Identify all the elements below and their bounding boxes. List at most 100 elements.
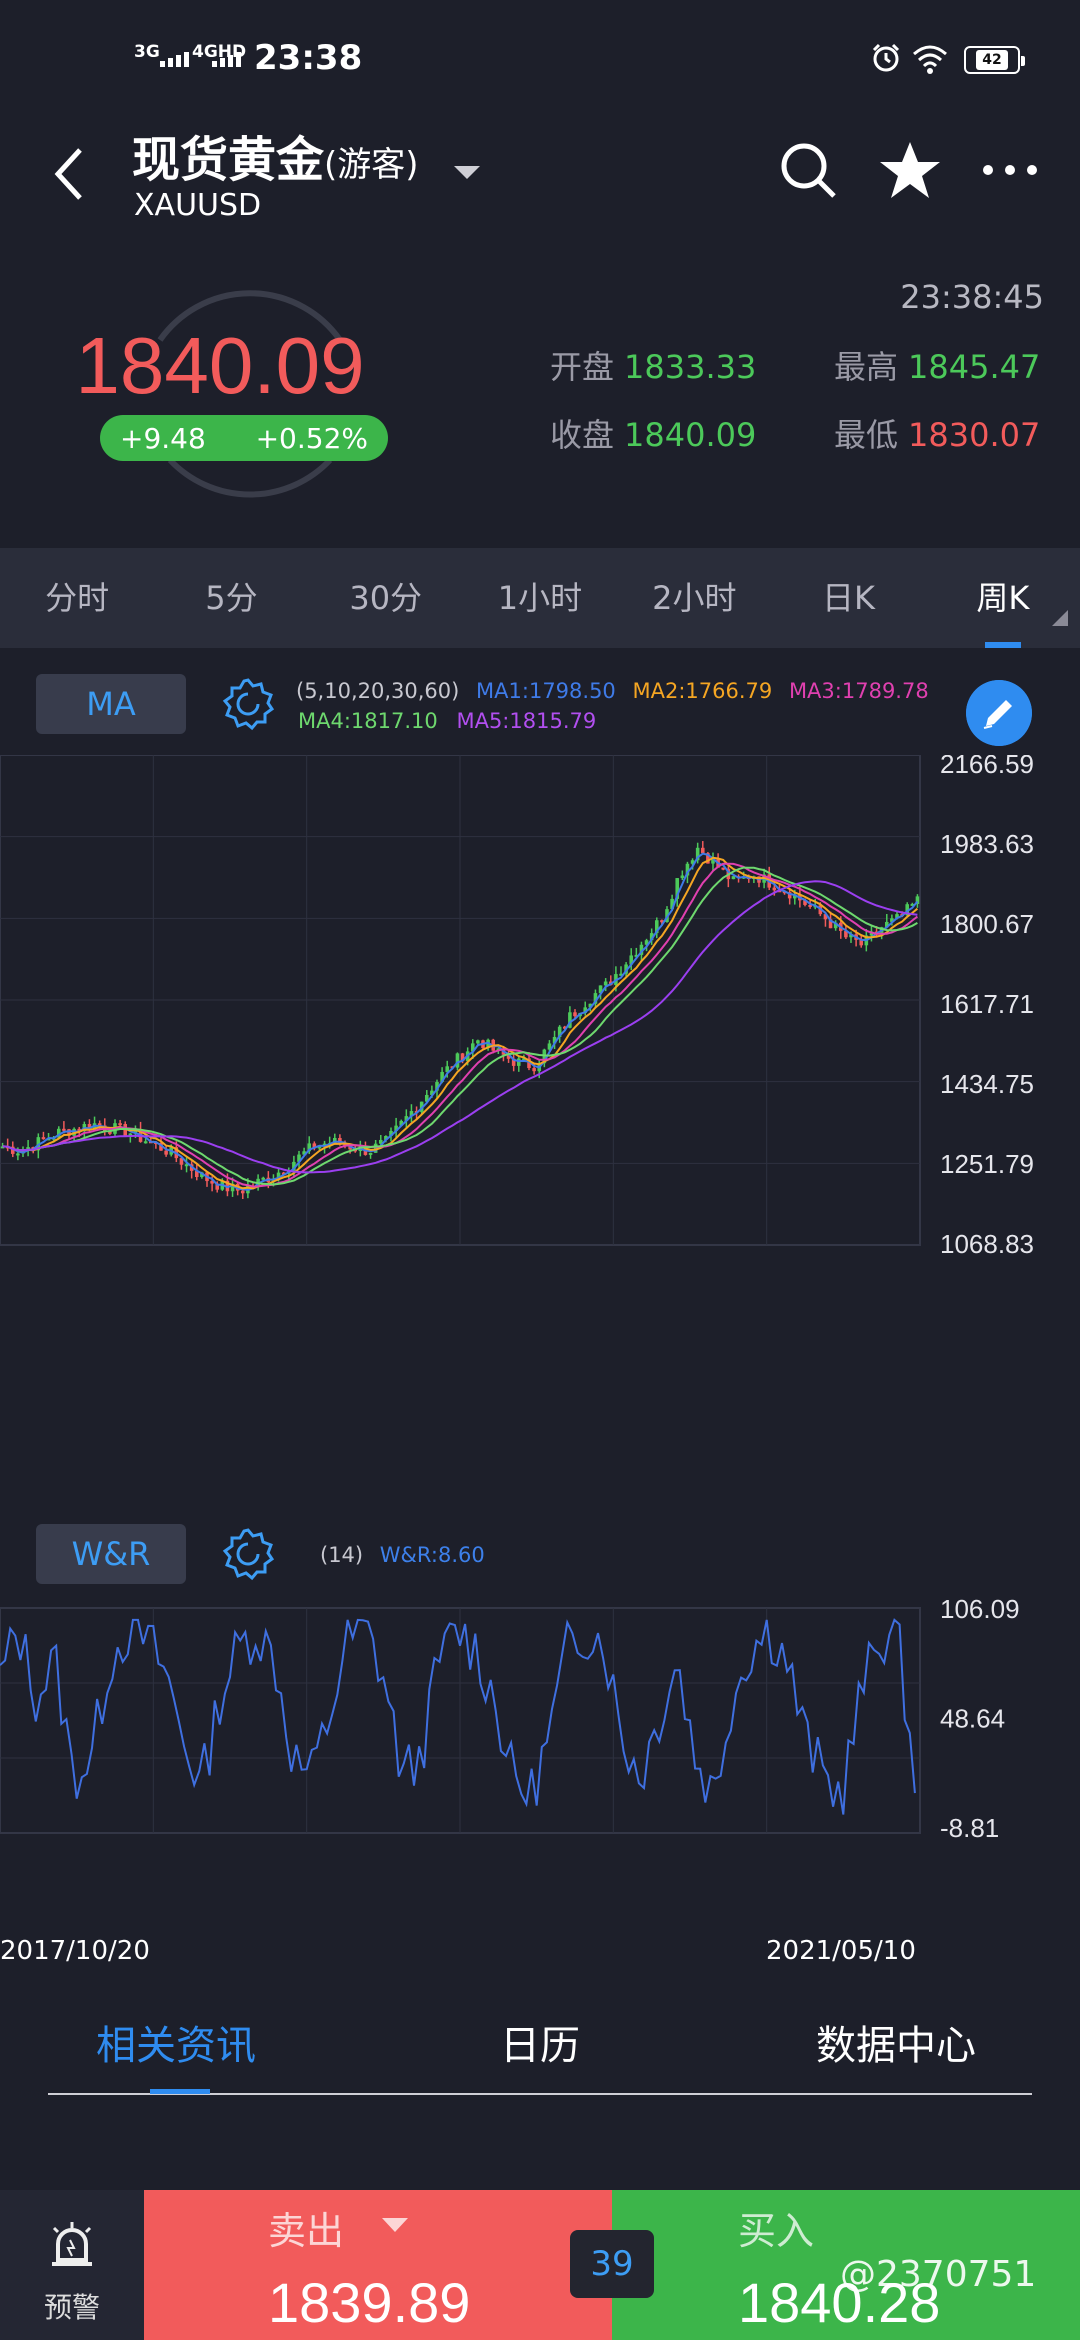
tab-timeshare[interactable]: 分时 [45, 579, 110, 617]
news-tabs: 相关资讯 日历 数据中心 [0, 1985, 1080, 2095]
candle-body [317, 1145, 322, 1149]
tab-related-news[interactable]: 相关资讯 [96, 2023, 256, 2069]
clock: 23:38 [254, 38, 363, 78]
candle-body [573, 1012, 577, 1017]
signal-icon [160, 52, 189, 67]
candle-body [445, 1066, 450, 1072]
tab-daily[interactable]: 日K [822, 579, 876, 617]
close-item: 收盘 1840.09 [550, 410, 756, 456]
edit-pencil-icon[interactable] [966, 680, 1032, 746]
instrument-title[interactable]: 现货黄金(游客) [132, 120, 419, 190]
high-value: 1845.47 [908, 348, 1041, 386]
settings-gear-icon[interactable] [220, 676, 276, 732]
candle-body [808, 904, 812, 907]
candle-body [230, 1183, 235, 1192]
candle-body [159, 1142, 163, 1151]
candle-body [97, 1123, 102, 1126]
tab-underline [150, 2089, 210, 2094]
price-tick-label: 1983.63 [940, 829, 1034, 859]
candle-body [404, 1116, 409, 1121]
more-icon[interactable] [978, 138, 1042, 202]
star-icon[interactable] [878, 138, 942, 202]
open-label: 开盘 [550, 348, 615, 386]
instrument-symbol: XAUUSD [134, 188, 262, 223]
candle-body [654, 920, 659, 934]
chevron-down-icon[interactable] [452, 162, 482, 182]
candle-body [634, 954, 639, 957]
price-ring [157, 290, 343, 498]
candle-body [460, 1053, 465, 1062]
candle-body [123, 1124, 128, 1137]
candlestick-svg[interactable]: 2166.59 1983.63 1800.67 1617.71 1434.75 1251.… [0, 755, 1080, 1495]
candle-body [675, 878, 680, 899]
candle-body [721, 867, 726, 870]
wr-chart[interactable]: 106.09 48.64 -8.81 [0, 1598, 1080, 1938]
sell-button[interactable]: 卖出 1839.89 [144, 2190, 612, 2340]
candle-body [240, 1190, 245, 1194]
candle-body [828, 919, 833, 929]
change-percent: +0.52% [255, 421, 368, 455]
candle-body [184, 1164, 189, 1167]
price-tick-label: 1800.67 [940, 909, 1034, 939]
candle-body [583, 1007, 588, 1013]
wr-svg[interactable]: 106.09 48.64 -8.81 [0, 1598, 1080, 1938]
candle-body [77, 1128, 82, 1132]
tab-30min[interactable]: 30分 [349, 579, 423, 617]
candlestick-chart[interactable]: 2166.59 1983.63 1800.67 1617.71 1434.75 1251.… [0, 755, 1080, 1495]
change-value: +9.48 [120, 421, 206, 455]
candle-body [680, 875, 685, 879]
candle-body [16, 1153, 20, 1156]
change-badge: +9.48 +0.52% [100, 415, 388, 461]
high-label: 最高 [834, 348, 899, 386]
watermark: @2370751 [840, 2254, 1037, 2295]
settings-gear-icon[interactable] [220, 1526, 276, 1582]
tab-5min[interactable]: 5分 [205, 579, 258, 617]
candle-body [210, 1181, 214, 1184]
wr-line [0, 1618, 916, 1815]
candle-body [486, 1039, 490, 1049]
tab-calendar[interactable]: 日历 [500, 2023, 580, 2069]
candle-body [849, 934, 853, 938]
candle-body [777, 890, 782, 893]
network-3g: 3G [134, 42, 160, 62]
candle-body [670, 898, 674, 910]
candle-body [215, 1183, 220, 1190]
candle-body [700, 847, 705, 854]
quote-panel: 1840.09 +9.48 +0.52% 23:38:45 开盘 1833.33 … [0, 250, 1080, 550]
low-label: 最低 [834, 416, 899, 454]
wr-value: W&R:8.60 [379, 1543, 485, 1567]
end-date: 2021/05/10 [766, 1936, 916, 1966]
tab-weekly[interactable]: 周K [926, 548, 1080, 648]
wr-indicator-bar: W&R (14) W&R:8.60 [0, 1510, 1080, 1600]
start-date: 2017/10/20 [0, 1936, 150, 1966]
candle-body [281, 1172, 286, 1175]
open-item: 开盘 1833.33 [550, 342, 756, 388]
battery-icon: 42 [964, 46, 1025, 74]
candle-body [884, 921, 889, 928]
price-tick-label: 1068.83 [940, 1229, 1034, 1259]
candle-body [593, 993, 598, 1004]
buy-button[interactable]: 买入 1840.28 [612, 2190, 1080, 2340]
tab-2hour[interactable]: 2小时 [652, 579, 737, 617]
candle-body [552, 1036, 557, 1044]
candle-body [322, 1143, 327, 1146]
ma-params: (5,10,20,30,60) [296, 679, 460, 703]
tab-1hour[interactable]: 1小时 [497, 579, 583, 617]
wr-button[interactable]: W&R [36, 1524, 186, 1584]
alert-button[interactable]: 预警 [0, 2190, 144, 2340]
candle-body [603, 981, 608, 986]
candle-body [302, 1151, 306, 1155]
candle-body [660, 920, 664, 923]
candle-body [225, 1180, 230, 1192]
alarm-light-icon [52, 2222, 92, 2266]
candle-body [568, 1012, 572, 1028]
candle-body [476, 1040, 480, 1044]
alarm-icon [872, 43, 900, 72]
price-tick-label: 1434.75 [940, 1069, 1034, 1099]
tab-data-center[interactable]: 数据中心 [816, 2023, 976, 2069]
back-arrow-icon[interactable] [50, 144, 90, 204]
candle-body [859, 939, 864, 946]
ma-button[interactable]: MA [36, 674, 186, 734]
signal-icon-2 [212, 52, 241, 67]
search-icon[interactable] [776, 138, 840, 202]
